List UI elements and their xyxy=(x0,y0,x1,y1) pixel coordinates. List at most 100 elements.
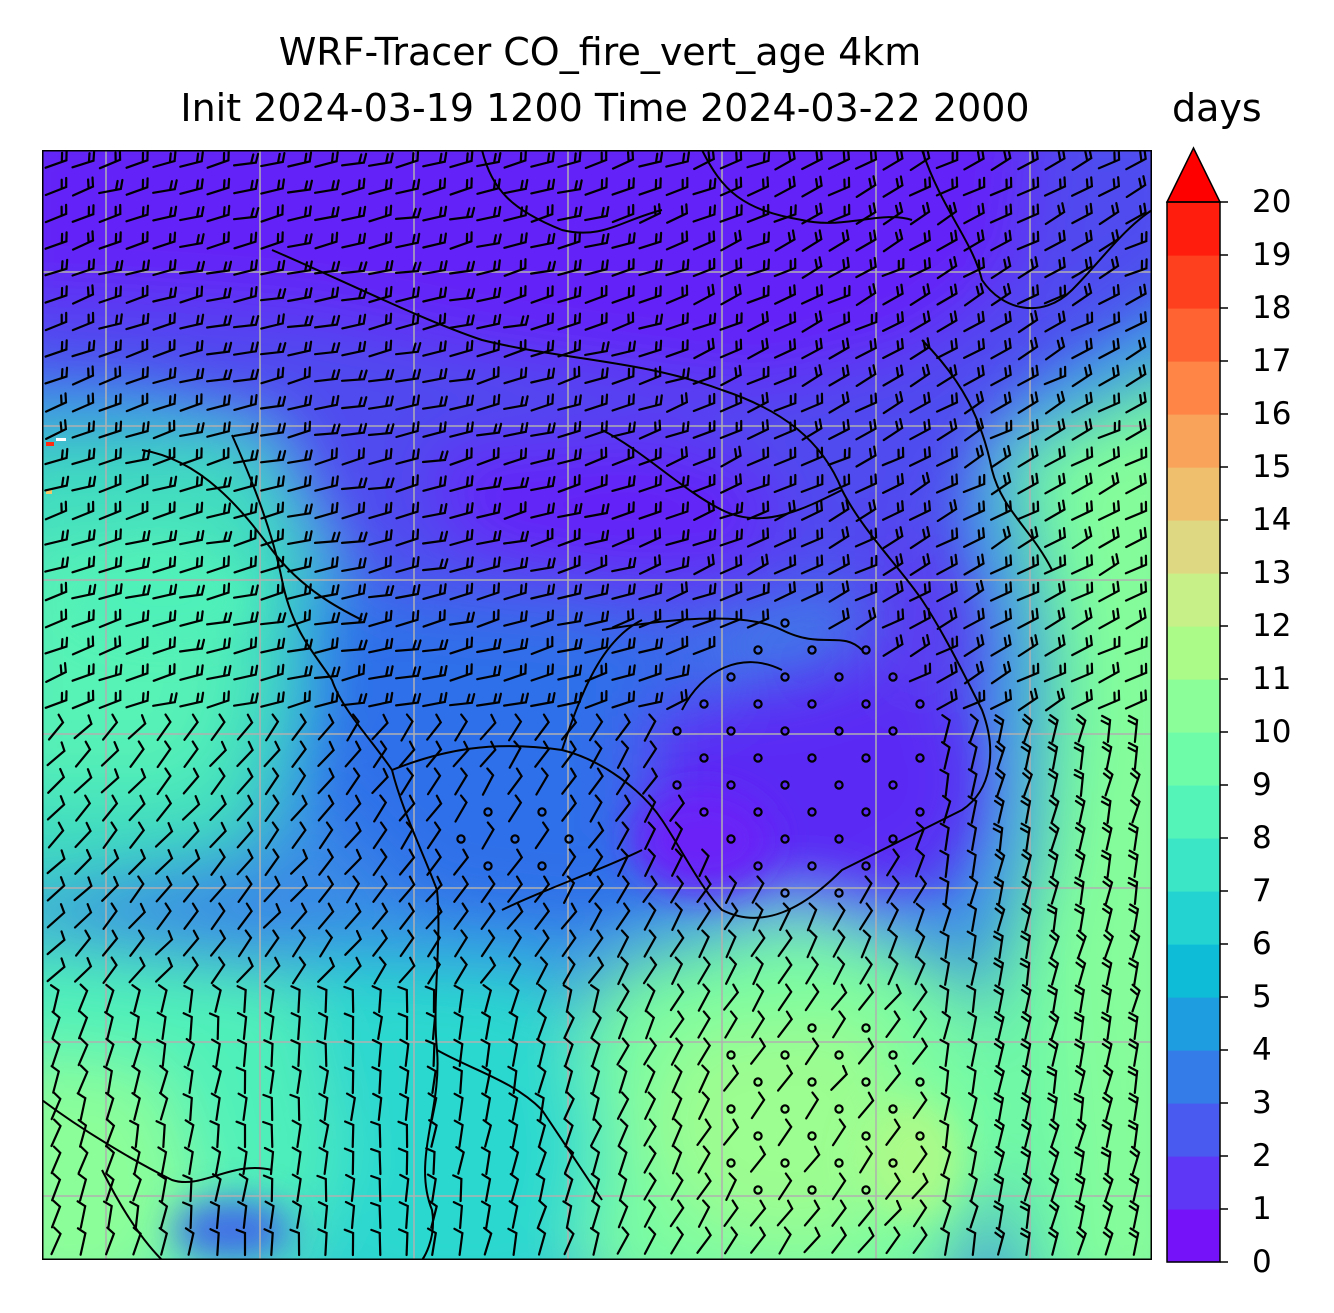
wind-barb xyxy=(990,150,1012,171)
wind-barb xyxy=(287,449,313,464)
wind-barb xyxy=(1021,849,1033,878)
calm-wind-marker xyxy=(834,726,844,736)
wind-barb xyxy=(44,285,68,304)
wind-barb xyxy=(482,984,493,1013)
wind-barb xyxy=(693,283,715,306)
wind-barb xyxy=(666,392,689,413)
wind-barb xyxy=(503,178,529,195)
wind-barb xyxy=(183,956,199,984)
wind-barb xyxy=(990,310,1012,333)
wind-barb xyxy=(697,956,711,985)
wind-barb xyxy=(206,314,233,329)
wind-barb xyxy=(669,794,686,822)
wind-barb xyxy=(993,795,1005,824)
wind-barb xyxy=(936,201,958,226)
wind-barb xyxy=(964,444,985,469)
wind-barb xyxy=(617,1172,628,1202)
wind-barb xyxy=(638,151,664,168)
calm-wind-marker xyxy=(888,1050,898,1060)
wind-barb xyxy=(801,256,823,279)
wind-barb xyxy=(422,421,447,438)
wind-barb xyxy=(590,1118,603,1147)
wind-barb xyxy=(453,1227,464,1256)
wind-barb xyxy=(344,848,363,875)
wind-barb xyxy=(773,446,797,467)
wind-barb xyxy=(909,257,932,278)
wind-barb xyxy=(105,983,115,1013)
wind-barb xyxy=(557,664,583,681)
wind-barb xyxy=(179,584,205,599)
wind-barb xyxy=(507,1227,518,1256)
wind-barb xyxy=(828,607,850,630)
wind-barb xyxy=(994,902,1006,932)
wind-barb xyxy=(611,446,635,467)
wind-barb xyxy=(71,529,96,546)
wind-barb xyxy=(537,1010,547,1040)
wind-barb xyxy=(1128,1227,1140,1256)
wind-barb xyxy=(939,822,950,851)
wind-barb xyxy=(882,553,904,576)
wind-barb xyxy=(993,1200,1005,1229)
wind-barb xyxy=(422,177,447,196)
wind-barb xyxy=(183,713,199,741)
colorbar-band xyxy=(1167,1103,1220,1157)
wind-barb xyxy=(1047,984,1059,1013)
wind-barb xyxy=(993,1173,1005,1202)
wind-barb xyxy=(992,822,1004,851)
wind-barb xyxy=(642,956,658,985)
wind-barb xyxy=(746,231,770,250)
wind-barb xyxy=(584,529,610,546)
wind-barb xyxy=(152,501,176,520)
wind-barb xyxy=(724,1226,739,1255)
wind-barb xyxy=(537,983,547,1013)
wind-barb xyxy=(313,423,341,436)
wind-barb xyxy=(454,956,468,985)
wind-barb xyxy=(1074,1200,1086,1229)
wind-barb xyxy=(399,929,415,958)
wind-barb xyxy=(638,663,662,682)
wind-barb xyxy=(127,768,147,794)
wind-barb xyxy=(885,1226,901,1255)
calm-wind-marker xyxy=(510,834,520,844)
wind-barb xyxy=(179,474,204,493)
wind-barb xyxy=(210,1038,221,1067)
wind-barb xyxy=(260,637,286,654)
wind-barb xyxy=(963,338,986,359)
wind-barb xyxy=(1125,391,1147,414)
calm-wind-marker xyxy=(780,1050,790,1060)
wind-barb xyxy=(1043,662,1067,683)
wind-barb xyxy=(233,449,259,464)
wind-barb xyxy=(371,1066,382,1095)
wind-barb xyxy=(1124,581,1148,602)
wind-barb xyxy=(291,713,307,741)
calm-wind-marker xyxy=(753,1131,763,1141)
wind-barb xyxy=(398,794,416,822)
wind-barb xyxy=(967,1092,978,1121)
wind-barb xyxy=(131,1065,141,1094)
wind-barb xyxy=(1048,794,1060,824)
wind-barb xyxy=(179,206,205,222)
wind-barb xyxy=(125,663,149,682)
wind-barb xyxy=(340,477,368,491)
wind-barb xyxy=(854,150,878,170)
wind-barb xyxy=(885,1010,901,1038)
wind-barb xyxy=(125,312,150,331)
wind-barb xyxy=(157,1146,168,1175)
wind-barb xyxy=(287,340,313,357)
wind-barb xyxy=(344,1200,356,1230)
wind-barb xyxy=(940,1227,951,1256)
wind-barb xyxy=(206,611,233,626)
wind-barb xyxy=(669,983,685,1012)
wind-barb xyxy=(665,474,690,493)
wind-barb xyxy=(777,983,793,1012)
wind-barb xyxy=(233,636,258,655)
colorbar-tick-label: 7 xyxy=(1252,873,1272,909)
wind-barb xyxy=(615,713,631,741)
wind-barbs xyxy=(44,150,1148,1257)
wind-barb xyxy=(422,340,447,357)
wind-barb xyxy=(719,338,743,359)
calm-wind-marker xyxy=(834,1050,844,1060)
wind-barb xyxy=(179,501,204,520)
wind-barb xyxy=(584,610,610,627)
wind-barb xyxy=(773,554,797,575)
